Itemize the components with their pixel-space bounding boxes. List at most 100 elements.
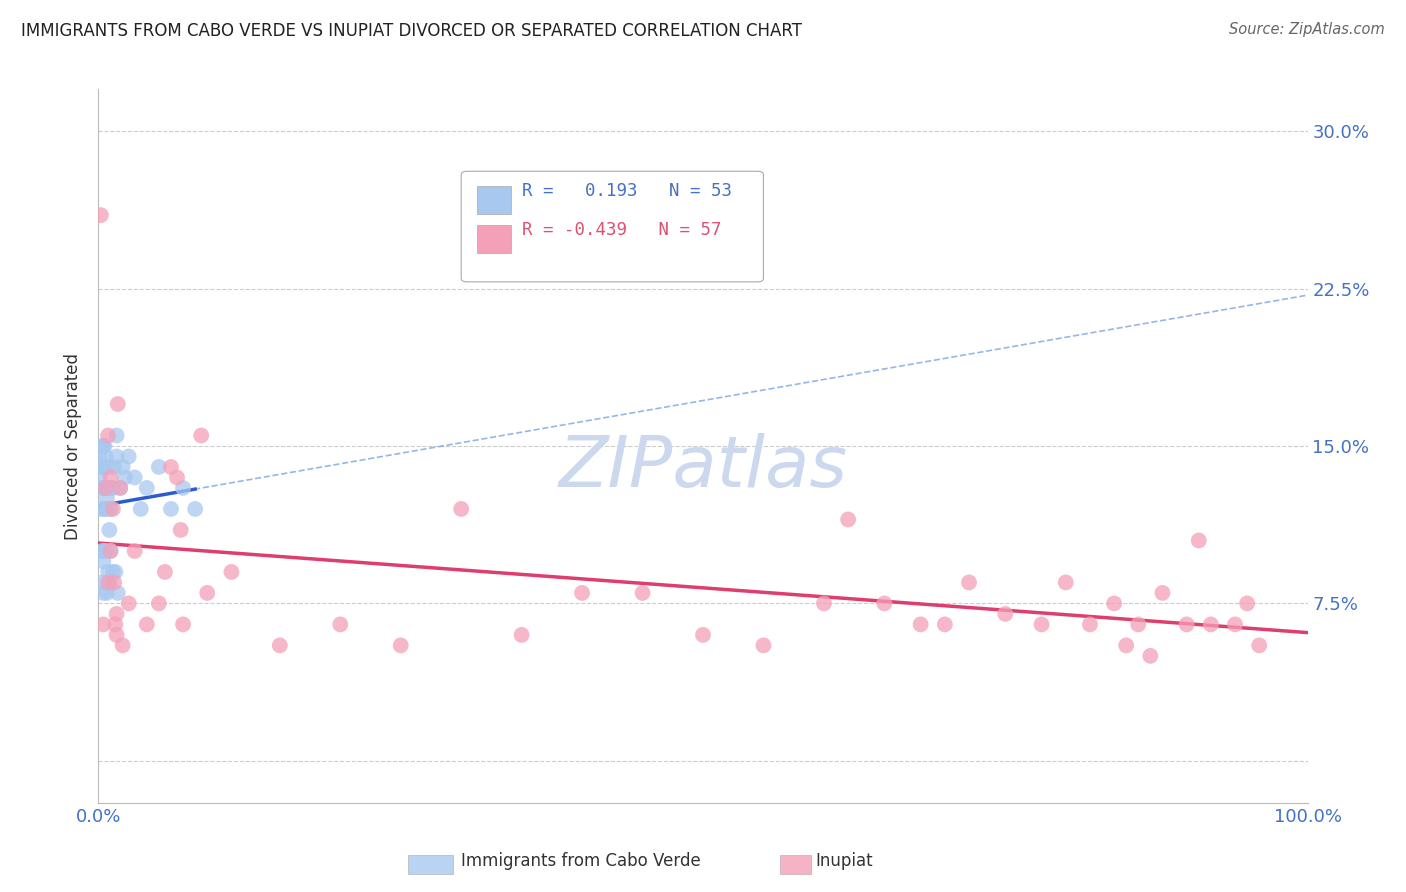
Point bbox=[148, 460, 170, 475]
Point bbox=[135, 481, 157, 495]
Point bbox=[957, 575, 980, 590]
Point bbox=[97, 565, 120, 579]
Point bbox=[108, 481, 131, 495]
Point bbox=[93, 502, 115, 516]
Point bbox=[118, 450, 141, 464]
Point bbox=[160, 502, 183, 516]
Point bbox=[837, 512, 859, 526]
Point bbox=[910, 617, 932, 632]
Point bbox=[91, 617, 114, 632]
Point bbox=[96, 586, 118, 600]
Point bbox=[100, 544, 122, 558]
Y-axis label: Divorced or Separated: Divorced or Separated bbox=[65, 352, 83, 540]
Point bbox=[91, 460, 114, 475]
Point bbox=[692, 628, 714, 642]
Point bbox=[1054, 575, 1077, 590]
Point bbox=[450, 502, 472, 516]
Point bbox=[129, 502, 152, 516]
Point bbox=[172, 617, 194, 632]
Point bbox=[631, 586, 654, 600]
Point bbox=[91, 554, 114, 568]
Point bbox=[100, 502, 122, 516]
Text: R =   0.193   N = 53: R = 0.193 N = 53 bbox=[522, 182, 731, 200]
Point bbox=[105, 428, 128, 442]
Point bbox=[1199, 617, 1222, 632]
Point bbox=[190, 428, 212, 442]
Point bbox=[96, 491, 118, 506]
Point bbox=[1115, 639, 1137, 653]
Point bbox=[101, 565, 124, 579]
Point bbox=[97, 575, 120, 590]
Point bbox=[813, 596, 835, 610]
Point bbox=[124, 544, 146, 558]
Point bbox=[160, 460, 183, 475]
Point bbox=[94, 544, 117, 558]
Point bbox=[93, 481, 115, 495]
Point bbox=[1078, 617, 1101, 632]
Point bbox=[93, 460, 115, 475]
Point bbox=[90, 481, 112, 495]
Point bbox=[91, 439, 114, 453]
Point bbox=[108, 481, 131, 495]
Point bbox=[1152, 586, 1174, 600]
Text: Immigrants from Cabo Verde: Immigrants from Cabo Verde bbox=[461, 852, 702, 870]
Point bbox=[94, 481, 117, 495]
Point bbox=[100, 470, 122, 484]
Point bbox=[94, 502, 117, 516]
Point bbox=[105, 628, 128, 642]
Point bbox=[1188, 533, 1211, 548]
Point bbox=[1223, 617, 1246, 632]
Point bbox=[389, 639, 412, 653]
Point bbox=[90, 502, 112, 516]
Point bbox=[221, 565, 243, 579]
Point bbox=[98, 502, 121, 516]
Point bbox=[97, 460, 120, 475]
Point bbox=[184, 502, 207, 516]
Point bbox=[1236, 596, 1258, 610]
Text: R = -0.439   N = 57: R = -0.439 N = 57 bbox=[522, 221, 721, 239]
Point bbox=[94, 450, 117, 464]
Point bbox=[118, 596, 141, 610]
Point bbox=[107, 586, 129, 600]
Point bbox=[90, 208, 112, 222]
Point bbox=[101, 502, 124, 516]
Point bbox=[1031, 617, 1053, 632]
Point bbox=[96, 481, 118, 495]
Point bbox=[1128, 617, 1150, 632]
FancyBboxPatch shape bbox=[477, 225, 510, 253]
Point bbox=[934, 617, 956, 632]
Point bbox=[91, 575, 114, 590]
Point bbox=[93, 439, 115, 453]
Point bbox=[1175, 617, 1198, 632]
Point bbox=[89, 450, 111, 464]
Point bbox=[105, 450, 128, 464]
Point bbox=[103, 575, 125, 590]
Point bbox=[169, 523, 191, 537]
Point bbox=[153, 565, 176, 579]
FancyBboxPatch shape bbox=[477, 186, 510, 214]
Point bbox=[148, 596, 170, 610]
Text: Source: ZipAtlas.com: Source: ZipAtlas.com bbox=[1229, 22, 1385, 37]
Point bbox=[329, 617, 352, 632]
Text: ZIPatlas: ZIPatlas bbox=[558, 433, 848, 502]
Point bbox=[98, 523, 121, 537]
Point bbox=[97, 428, 120, 442]
Point bbox=[98, 575, 121, 590]
Point bbox=[94, 481, 117, 495]
Point bbox=[97, 481, 120, 495]
Point bbox=[104, 565, 127, 579]
Point bbox=[1139, 648, 1161, 663]
Point bbox=[195, 586, 218, 600]
Point bbox=[269, 639, 291, 653]
Point bbox=[100, 481, 122, 495]
Point bbox=[752, 639, 775, 653]
Point bbox=[1249, 639, 1271, 653]
Point bbox=[510, 628, 533, 642]
Text: IMMIGRANTS FROM CABO VERDE VS INUPIAT DIVORCED OR SEPARATED CORRELATION CHART: IMMIGRANTS FROM CABO VERDE VS INUPIAT DI… bbox=[21, 22, 801, 40]
Point bbox=[124, 470, 146, 484]
Point bbox=[107, 397, 129, 411]
Point bbox=[101, 481, 124, 495]
Point bbox=[1102, 596, 1125, 610]
Point bbox=[91, 481, 114, 495]
Point bbox=[105, 607, 128, 621]
